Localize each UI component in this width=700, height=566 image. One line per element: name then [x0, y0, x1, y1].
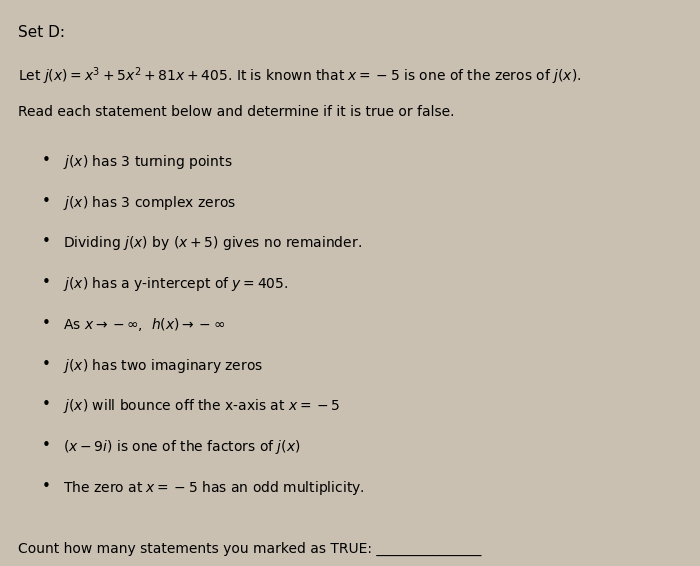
- Text: •: •: [42, 153, 51, 168]
- Text: •: •: [42, 397, 51, 413]
- Text: •: •: [42, 194, 51, 209]
- Text: •: •: [42, 357, 51, 372]
- Text: •: •: [42, 234, 51, 250]
- Text: Dividing $j(x)$ by $(x + 5)$ gives no remainder.: Dividing $j(x)$ by $(x + 5)$ gives no re…: [63, 234, 362, 252]
- Text: $j(x)$ has 3 complex zeros: $j(x)$ has 3 complex zeros: [63, 194, 236, 212]
- Text: Let $j(x) = x^3 + 5x^2 + 81x + 405$. It is known that $x = -5$ is one of the zer: Let $j(x) = x^3 + 5x^2 + 81x + 405$. It …: [18, 65, 581, 87]
- Text: Set D:: Set D:: [18, 25, 64, 41]
- Text: The zero at $x = -5$ has an odd multiplicity.: The zero at $x = -5$ has an odd multipli…: [63, 479, 365, 497]
- Text: •: •: [42, 479, 51, 494]
- Text: $j(x)$ will bounce off the x-axis at $x = -5$: $j(x)$ will bounce off the x-axis at $x …: [63, 397, 340, 415]
- Text: $j(x)$ has two imaginary zeros: $j(x)$ has two imaginary zeros: [63, 357, 263, 375]
- Text: •: •: [42, 275, 51, 290]
- Text: $(x - 9i)$ is one of the factors of $j(x)$: $(x - 9i)$ is one of the factors of $j(x…: [63, 438, 300, 456]
- Text: $j(x)$ has a y-intercept of $y = 405$.: $j(x)$ has a y-intercept of $y = 405$.: [63, 275, 288, 293]
- Text: •: •: [42, 316, 51, 331]
- Text: As $x \rightarrow -\infty$,  $h(x) \rightarrow -\infty$: As $x \rightarrow -\infty$, $h(x) \right…: [63, 316, 225, 333]
- Text: $j(x)$ has 3 turning points: $j(x)$ has 3 turning points: [63, 153, 232, 171]
- Text: Count how many statements you marked as TRUE: _______________: Count how many statements you marked as …: [18, 542, 481, 556]
- Text: •: •: [42, 438, 51, 453]
- Text: Read each statement below and determine if it is true or false.: Read each statement below and determine …: [18, 105, 454, 119]
